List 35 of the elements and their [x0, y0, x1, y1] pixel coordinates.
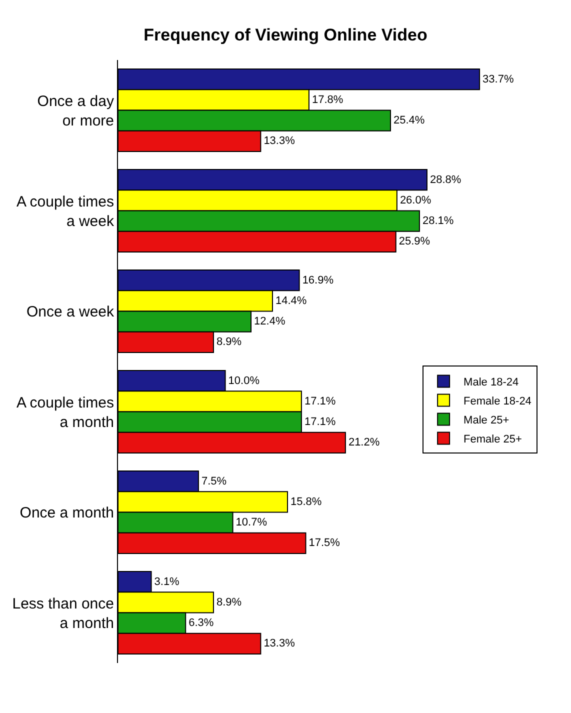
y-tick-label: Less than once a month	[12, 595, 114, 632]
legend-label: Female 18-24	[464, 396, 532, 408]
data-label: 17.5%	[308, 537, 340, 550]
y-tick-label: A couple times a month	[16, 394, 114, 431]
data-label: 16.9%	[302, 274, 334, 286]
y-tick-label: Once a week	[26, 304, 114, 320]
data-label: 25.4%	[393, 114, 425, 127]
data-label: 13.3%	[264, 638, 296, 650]
data-label: 17.1%	[304, 395, 336, 408]
data-label: 28.8%	[430, 174, 462, 186]
legend-label: Female 25+	[464, 434, 522, 446]
data-label: 14.4%	[275, 294, 307, 307]
chart-title: Frequency of Viewing Online Video	[144, 25, 428, 44]
data-label: 8.9%	[216, 336, 242, 348]
data-label: 33.7%	[482, 73, 514, 86]
data-label: 17.1%	[304, 416, 336, 428]
y-tick-label: A couple times a week	[16, 193, 114, 230]
y-tick-label: Once a month	[20, 504, 114, 522]
data-label: 10.0%	[228, 374, 260, 387]
data-label: 26.0%	[400, 194, 432, 206]
legend-label: Male 25+	[464, 414, 510, 427]
data-label: 25.9%	[398, 236, 430, 248]
data-label: 10.7%	[236, 516, 268, 529]
data-label: 17.8%	[312, 94, 344, 106]
data-label: 6.3%	[188, 617, 214, 630]
data-label: 15.8%	[290, 496, 322, 508]
y-tick-label: Once a day or more	[37, 92, 114, 130]
data-label: 21.2%	[348, 436, 380, 449]
data-label: 3.1%	[154, 576, 180, 588]
data-label: 8.9%	[216, 596, 242, 608]
legend-label: Male 18-24	[464, 376, 519, 389]
data-label: 12.4%	[254, 316, 286, 328]
data-label: 13.3%	[264, 135, 296, 148]
data-label: 28.1%	[422, 215, 454, 228]
data-label: 7.5%	[201, 475, 227, 488]
